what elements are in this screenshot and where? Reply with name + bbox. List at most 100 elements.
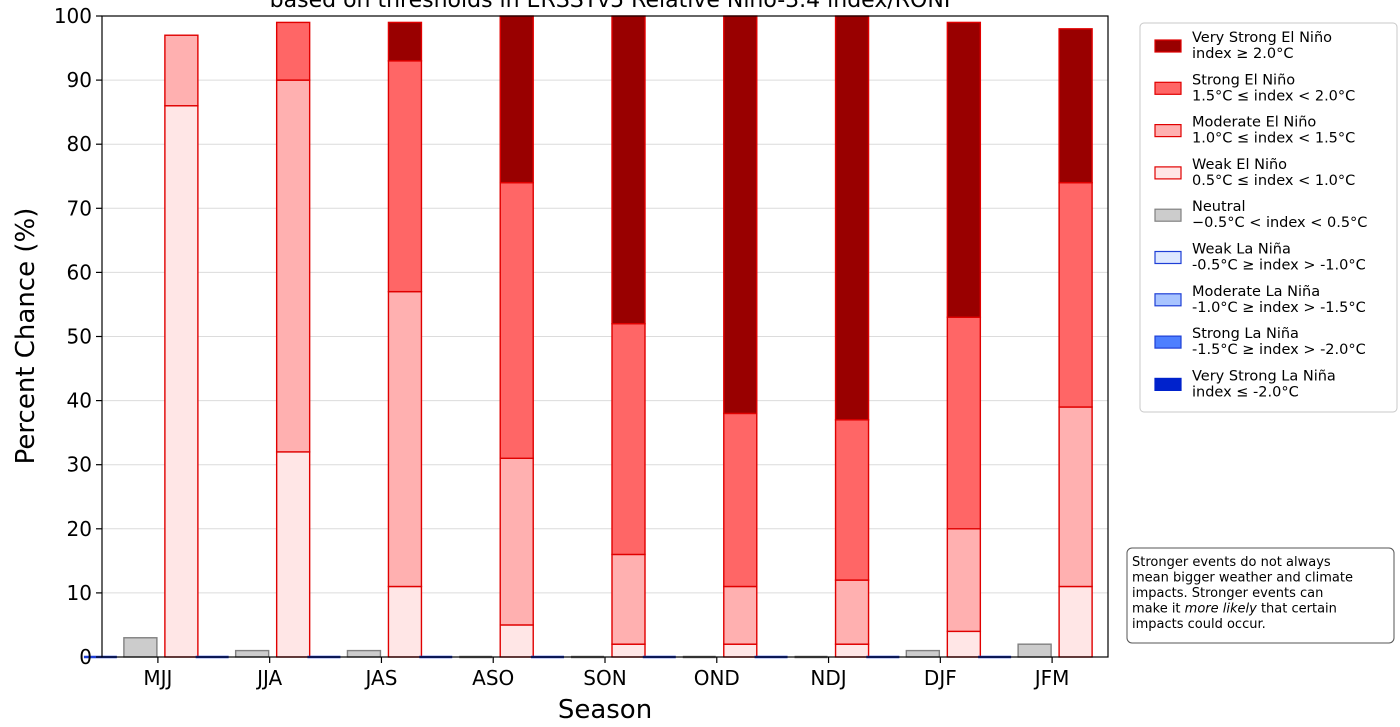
x-tick-label: SON bbox=[583, 666, 626, 690]
note-text: impacts could occur. bbox=[1132, 617, 1266, 632]
bar-very-strong-el-nino-ndj bbox=[834, 15, 870, 421]
bar-strong-el-nino-jas bbox=[387, 60, 423, 293]
x-tick-label: MJJ bbox=[143, 666, 172, 690]
bar-neutral-jas bbox=[346, 649, 382, 658]
y-tick-label: 100 bbox=[54, 4, 92, 28]
bar-weak-el-nino-aso bbox=[499, 624, 534, 658]
x-tick-label: DJF bbox=[924, 666, 957, 690]
y-tick-label: 70 bbox=[67, 196, 92, 220]
legend-label-moderate-la-nina: Moderate La Niña bbox=[1192, 284, 1320, 300]
legend-label-moderate-el-nino: Moderate El Niño bbox=[1192, 115, 1316, 131]
bar-weak-el-nino-mjj bbox=[164, 105, 199, 658]
legend-label-weak-el-nino: Weak El Niño bbox=[1192, 157, 1287, 173]
bar-strong-el-nino-son bbox=[611, 322, 646, 556]
legend-swatch-neutral bbox=[1154, 208, 1182, 222]
bar-weak-el-nino-ond bbox=[723, 643, 758, 658]
legend-swatch-moderate-la-nina bbox=[1154, 293, 1182, 307]
note-line: mean bigger weather and climate bbox=[1132, 571, 1353, 586]
bar-very-strong-el-nino-aso bbox=[499, 15, 534, 184]
bar-neutral-djf bbox=[905, 649, 941, 658]
y-tick-label: 20 bbox=[67, 517, 92, 541]
bar-moderate-el-nino-ndj bbox=[834, 579, 870, 645]
legend-range-weak-la-nina: -0.5°C ≥ index > -1.0°C bbox=[1192, 258, 1366, 274]
bar-strong-el-nino-ond bbox=[723, 412, 758, 588]
y-tick-label: 50 bbox=[67, 325, 92, 349]
bar-moderate-el-nino-ond bbox=[723, 585, 758, 645]
bar-strong-el-nino-jfm bbox=[1058, 181, 1093, 408]
note-line: make it more likely that certain bbox=[1132, 602, 1337, 617]
note-text: that certain bbox=[1257, 602, 1337, 617]
bar-very-strong-el-nino-jas bbox=[387, 21, 423, 62]
y-axis: 0 10 20 30 40 50 60 70 80 90 100 bbox=[54, 4, 102, 669]
x-axis-title: Season bbox=[558, 695, 652, 725]
legend-swatch-very-strong-la-nina bbox=[1154, 377, 1182, 391]
note-text: make it bbox=[1132, 602, 1185, 617]
y-axis-title: Percent Chance (%) bbox=[11, 208, 41, 465]
y-tick-label: 60 bbox=[67, 260, 92, 284]
x-tick-label: OND bbox=[694, 666, 740, 690]
legend-swatch-strong-la-nina bbox=[1154, 335, 1182, 349]
bar-weak-el-nino-jja bbox=[275, 451, 311, 658]
bar-moderate-el-nino-djf bbox=[946, 528, 982, 633]
bars bbox=[83, 15, 1093, 659]
legend-label-strong-el-nino: Strong El Niño bbox=[1192, 72, 1295, 88]
legend-range-moderate-el-nino: 1.0°C ≤ index < 1.5°C bbox=[1192, 131, 1355, 147]
bar-very-strong-el-nino-jfm bbox=[1058, 28, 1093, 184]
bar-very-strong-el-nino-son bbox=[611, 15, 646, 325]
note-emphasis: more likely bbox=[1185, 602, 1257, 617]
bar-very-strong-el-nino-djf bbox=[946, 21, 982, 318]
y-tick-label: 40 bbox=[67, 389, 92, 413]
bar-strong-el-nino-ndj bbox=[834, 419, 870, 581]
note-text: impacts. Stronger events can bbox=[1132, 586, 1323, 601]
bar-weak-el-nino-ndj bbox=[834, 643, 870, 658]
note-line: impacts could occur. bbox=[1132, 617, 1266, 632]
bar-moderate-el-nino-jas bbox=[387, 290, 423, 588]
x-tick-label: JAS bbox=[363, 666, 397, 690]
bar-moderate-el-nino-son bbox=[611, 553, 646, 645]
y-tick-label: 80 bbox=[67, 132, 92, 156]
x-tick-label: NDJ bbox=[810, 666, 846, 690]
legend-label-very-strong-la-nina: Very Strong La Niña bbox=[1192, 368, 1336, 384]
bar-weak-el-nino-jas bbox=[387, 585, 423, 658]
bar-strong-el-nino-jja bbox=[275, 21, 311, 81]
legend-range-very-strong-el-nino: index ≥ 2.0°C bbox=[1192, 46, 1293, 62]
x-tick-label: JFM bbox=[1033, 666, 1070, 690]
legend-label-very-strong-el-nino: Very Strong El Niño bbox=[1192, 30, 1332, 46]
impact-note-frame bbox=[1126, 547, 1395, 644]
y-tick-label: 90 bbox=[67, 68, 92, 92]
bar-weak-el-nino-son bbox=[611, 643, 646, 658]
legend-range-strong-la-nina: -1.5°C ≥ index > -2.0°C bbox=[1192, 342, 1366, 358]
note-text: mean bigger weather and climate bbox=[1132, 571, 1353, 586]
x-axis: MJJ JJA JAS ASO SON OND NDJ DJF JFM bbox=[143, 657, 1069, 690]
bar-weak-el-nino-djf bbox=[946, 630, 982, 658]
bar-very-strong-el-nino-ond bbox=[723, 15, 758, 415]
legend-range-neutral: −0.5°C < index < 0.5°C bbox=[1192, 215, 1367, 231]
legend-range-moderate-la-nina: -1.0°C ≥ index > -1.5°C bbox=[1192, 300, 1366, 316]
y-tick-label: 30 bbox=[67, 453, 92, 477]
note-text: Stronger events do not always bbox=[1132, 555, 1331, 570]
bar-moderate-el-nino-jja bbox=[275, 79, 311, 453]
bar-moderate-el-nino-mjj bbox=[164, 34, 199, 107]
bar-moderate-el-nino-jfm bbox=[1058, 406, 1093, 588]
legend-swatch-strong-el-nino bbox=[1154, 81, 1182, 95]
legend-range-very-strong-la-nina: index ≤ -2.0°C bbox=[1192, 384, 1299, 400]
y-tick-label: 0 bbox=[79, 645, 92, 669]
legend-swatch-weak-la-nina bbox=[1154, 250, 1182, 265]
legend-swatch-moderate-el-nino bbox=[1154, 123, 1182, 138]
legend-range-strong-el-nino: 1.5°C ≤ index < 2.0°C bbox=[1192, 88, 1355, 104]
y-tick-label: 10 bbox=[67, 581, 92, 605]
bar-weak-el-nino-jfm bbox=[1058, 585, 1093, 658]
bar-strong-el-nino-aso bbox=[499, 181, 534, 459]
bar-neutral-jja bbox=[234, 649, 270, 658]
legend-swatch-very-strong-el-nino bbox=[1154, 39, 1182, 53]
x-tick-label: JJA bbox=[255, 666, 282, 690]
bar-neutral-jfm bbox=[1017, 643, 1052, 658]
legend-frame bbox=[1139, 22, 1398, 413]
x-tick-label: ASO bbox=[472, 666, 514, 690]
legend-range-weak-el-nino: 0.5°C ≤ index < 1.0°C bbox=[1192, 173, 1355, 189]
legend-label-weak-la-nina: Weak La Niña bbox=[1192, 242, 1291, 258]
chart-title: based on thresholds in ERSSTv5 Relative … bbox=[270, 0, 951, 13]
